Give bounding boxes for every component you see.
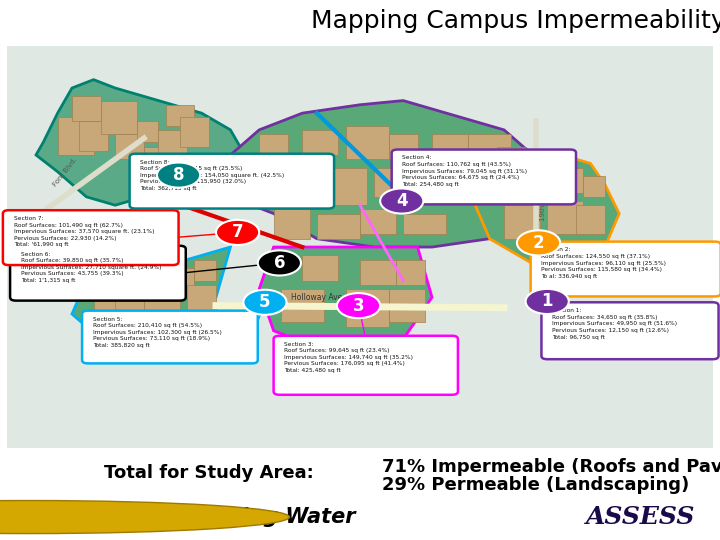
FancyBboxPatch shape — [144, 297, 180, 322]
Text: 3: 3 — [353, 296, 364, 315]
FancyBboxPatch shape — [94, 285, 130, 314]
FancyBboxPatch shape — [3, 210, 179, 265]
FancyBboxPatch shape — [259, 134, 288, 163]
Polygon shape — [36, 79, 245, 205]
Text: Section 7:
Roof Surfaces: 101,490 sq ft (62.7%)
Impervious Surfaces: 37,570 squa: Section 7: Roof Surfaces: 101,490 sq ft … — [14, 216, 154, 247]
Text: Section 8:
Roof Surface: 92,715 sq ft (25.5%)
Impervious Surfaces: 154,050 squar: Section 8: Roof Surface: 92,715 sq ft (2… — [140, 160, 284, 191]
Circle shape — [380, 188, 423, 213]
FancyBboxPatch shape — [468, 134, 511, 163]
Polygon shape — [259, 247, 432, 356]
Circle shape — [216, 220, 259, 245]
FancyBboxPatch shape — [518, 172, 547, 197]
FancyBboxPatch shape — [245, 167, 281, 205]
FancyBboxPatch shape — [115, 134, 144, 159]
FancyBboxPatch shape — [547, 201, 583, 234]
Text: Section 4:
Roof Surfaces: 110,762 sq ft (43.5%)
Impervious Surfaces: 79,045 sq f: Section 4: Roof Surfaces: 110,762 sq ft … — [402, 156, 528, 187]
FancyBboxPatch shape — [576, 205, 605, 234]
FancyBboxPatch shape — [490, 176, 526, 205]
FancyBboxPatch shape — [302, 130, 338, 155]
Circle shape — [337, 293, 380, 318]
FancyBboxPatch shape — [554, 167, 583, 193]
FancyBboxPatch shape — [180, 117, 209, 146]
FancyBboxPatch shape — [374, 167, 410, 197]
Text: Section 3:
Roof Surfaces: 99,645 sq ft (23.4%)
Impervious Surfaces: 149,740 sq f: Section 3: Roof Surfaces: 99,645 sq ft (… — [284, 342, 413, 373]
FancyBboxPatch shape — [101, 100, 137, 134]
Polygon shape — [475, 155, 619, 272]
Text: Section 6:
Roof Surface: 39,850 sq ft (35.7%)
Impervious Surfaces: 27,710 square: Section 6: Roof Surface: 39,850 sq ft (3… — [21, 252, 161, 283]
FancyBboxPatch shape — [194, 260, 216, 280]
Text: Section 2:
Roof Surfaces: 124,550 sq ft (37.1%)
Impervious Surfaces: 96,110 sq f: Section 2: Roof Surfaces: 124,550 sq ft … — [541, 247, 667, 279]
Circle shape — [243, 290, 287, 315]
FancyBboxPatch shape — [158, 130, 187, 155]
Text: 1: 1 — [541, 293, 553, 310]
FancyBboxPatch shape — [7, 46, 713, 448]
FancyBboxPatch shape — [187, 285, 216, 314]
FancyBboxPatch shape — [389, 289, 425, 322]
Text: 29% Permeable (Landscaping): 29% Permeable (Landscaping) — [382, 476, 689, 494]
FancyBboxPatch shape — [497, 146, 526, 172]
FancyBboxPatch shape — [461, 172, 497, 205]
FancyBboxPatch shape — [144, 146, 180, 172]
Text: Respecting Water: Respecting Water — [148, 507, 356, 527]
FancyBboxPatch shape — [130, 154, 334, 208]
Text: 7: 7 — [232, 224, 243, 241]
FancyBboxPatch shape — [396, 260, 425, 285]
Circle shape — [157, 163, 200, 187]
FancyBboxPatch shape — [360, 210, 396, 234]
Polygon shape — [216, 100, 547, 247]
Text: STATE UNIVERSITY: STATE UNIVERSITY — [83, 521, 173, 530]
Text: 71% Impermeable (Roofs and Paving): 71% Impermeable (Roofs and Paving) — [382, 458, 720, 476]
FancyBboxPatch shape — [274, 210, 310, 239]
Text: ASSESS: ASSESS — [586, 505, 696, 529]
Text: Font Blvd.: Font Blvd. — [52, 156, 78, 187]
FancyBboxPatch shape — [531, 241, 720, 296]
FancyBboxPatch shape — [389, 134, 418, 159]
Polygon shape — [72, 247, 230, 339]
FancyBboxPatch shape — [166, 105, 194, 126]
FancyBboxPatch shape — [583, 176, 605, 197]
FancyBboxPatch shape — [432, 134, 468, 163]
Text: Holloway Ave: Holloway Ave — [291, 293, 343, 302]
FancyBboxPatch shape — [288, 163, 331, 197]
Text: 4: 4 — [396, 192, 408, 210]
FancyBboxPatch shape — [72, 96, 101, 122]
FancyBboxPatch shape — [79, 122, 108, 151]
FancyBboxPatch shape — [317, 213, 360, 239]
FancyBboxPatch shape — [58, 117, 94, 155]
Text: Mapping Campus Impermeability: Mapping Campus Impermeability — [311, 9, 720, 33]
FancyBboxPatch shape — [403, 213, 446, 234]
FancyBboxPatch shape — [541, 302, 719, 359]
FancyBboxPatch shape — [392, 150, 576, 204]
Circle shape — [526, 289, 569, 314]
FancyBboxPatch shape — [360, 260, 396, 285]
Circle shape — [258, 251, 301, 275]
Text: Section 5:
Roof Surfaces: 210,410 sq ft (54.5%)
Impervious Surfaces: 102,300 sq : Section 5: Roof Surfaces: 210,410 sq ft … — [93, 316, 222, 348]
Text: 2: 2 — [533, 234, 544, 252]
Text: 5: 5 — [259, 293, 271, 311]
Text: 19th Ave: 19th Ave — [540, 190, 546, 221]
Text: 8: 8 — [173, 166, 184, 184]
FancyBboxPatch shape — [10, 246, 186, 301]
FancyBboxPatch shape — [281, 289, 324, 322]
FancyBboxPatch shape — [504, 205, 540, 239]
Circle shape — [517, 230, 560, 255]
Text: 6: 6 — [274, 254, 285, 272]
FancyBboxPatch shape — [274, 336, 458, 395]
Text: Section 1:
Roof Surfaces: 34,650 sq ft (35.8%)
Impervious Surfaces: 49,950 sq ft: Section 1: Roof Surfaces: 34,650 sq ft (… — [552, 308, 678, 340]
FancyBboxPatch shape — [115, 293, 144, 318]
FancyBboxPatch shape — [82, 310, 258, 363]
FancyBboxPatch shape — [418, 172, 461, 205]
Text: SAN FRANCISCO: SAN FRANCISCO — [83, 504, 172, 514]
FancyBboxPatch shape — [346, 126, 389, 159]
FancyBboxPatch shape — [302, 255, 338, 280]
Circle shape — [0, 501, 289, 534]
FancyBboxPatch shape — [346, 289, 389, 327]
Text: Total for Study Area:: Total for Study Area: — [104, 464, 314, 482]
FancyBboxPatch shape — [158, 268, 194, 297]
FancyBboxPatch shape — [137, 122, 158, 143]
FancyBboxPatch shape — [331, 167, 367, 205]
